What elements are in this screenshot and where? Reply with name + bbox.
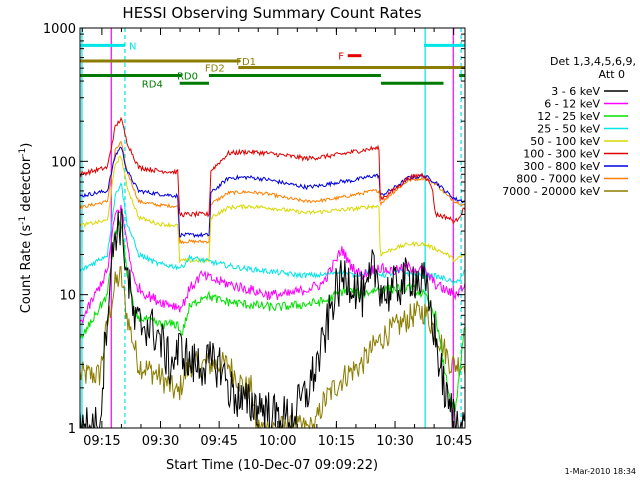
y-label-sup-1: -1 [18, 216, 28, 225]
series-line-6-12-kev [79, 204, 466, 324]
series-line-300-800-kev [79, 146, 466, 239]
flag-label-fd1: FD1 [236, 57, 256, 68]
legend-label-6-12-kev: 6 - 12 keV [544, 98, 600, 111]
x-tick-label: 09:45 [200, 434, 237, 449]
series-line-800-7000-kev [79, 140, 466, 245]
legend-title-attenuator: Att 0 [599, 68, 625, 81]
flag-label-rd0: RD0 [177, 72, 198, 83]
chart-title: HESSI Observing Summary Count Rates [122, 4, 421, 22]
x-tick-label: 09:30 [142, 434, 179, 449]
flags-layer: N F FD1 FD2 RD0 RD4 [80, 41, 465, 90]
event-lines-layer [81, 28, 462, 428]
legend-label-3-6-kev: 3 - 6 keV [551, 85, 600, 98]
x-tick-label: 10:45 [435, 434, 472, 449]
x-tick-label: 10:30 [376, 434, 413, 449]
flag-label-rd4: RD4 [142, 79, 163, 90]
series-layer [79, 116, 466, 430]
legend-label-50-100-kev: 50 - 100 keV [530, 135, 600, 148]
y-tick-label: 100 [51, 155, 76, 170]
series-line-50-100-kev [79, 155, 466, 264]
x-tick-label: 10:00 [259, 434, 296, 449]
y-tick-label: 1 [68, 422, 76, 437]
plot-timestamp: 1-Mar-2010 18:34 [565, 467, 636, 476]
y-label-part-1: Count Rate (s [19, 225, 34, 314]
series-line-3-6-kev [79, 208, 466, 429]
flag-label-f: F [338, 52, 344, 63]
y-tick-label: 10 [59, 289, 76, 304]
series-line-100-300-kev [79, 116, 466, 225]
x-axis-label: Start Time (10-Dec-07 09:09:22) [166, 458, 378, 473]
legend-label-7000-20000-kev: 7000 - 20000 keV [502, 185, 600, 198]
plot-frame [79, 27, 466, 429]
y-label-part-3: ) [19, 143, 34, 148]
y-axis-label: Count Rate (s-1 detector-1) [18, 143, 34, 314]
legend-label-25-50-kev: 25 - 50 keV [537, 123, 600, 136]
flag-label-fd2: FD2 [205, 64, 225, 75]
axes-layer: 09:15 09:30 09:45 10:00 10:15 10:30 10:45 1 10 10… [43, 22, 472, 449]
y-label-part-2: detector [19, 156, 34, 216]
legend-title-detectors: Det 1,3,4,5,6,9, [550, 55, 636, 68]
legend-label-800-7000-kev: 800 - 7000 keV [516, 173, 600, 186]
y-label-sup-2: -1 [18, 148, 28, 157]
legend-label-100-300-kev: 100 - 300 keV [523, 148, 600, 161]
legend-label-12-25-kev: 12 - 25 keV [537, 110, 600, 123]
y-tick-label: 1000 [43, 22, 76, 37]
x-tick-label: 09:15 [83, 434, 120, 449]
flag-label-n: N [129, 41, 136, 52]
legend-label-300-800-kev: 300 - 800 keV [523, 160, 600, 173]
x-tick-label: 10:15 [318, 434, 355, 449]
